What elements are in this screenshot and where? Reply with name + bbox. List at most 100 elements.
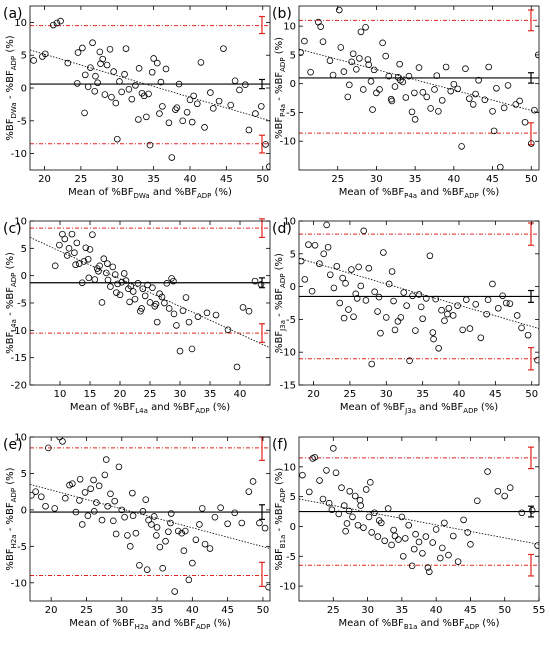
- data-point: [68, 230, 76, 238]
- data-point: [217, 504, 224, 512]
- data-point: [435, 108, 442, 115]
- data-point: [265, 163, 270, 170]
- data-point: [430, 335, 437, 343]
- data-point: [143, 566, 151, 573]
- data-point: [319, 495, 327, 503]
- data-point: [415, 64, 423, 71]
- x-axis-label: Mean of %BFJ3a and %BFADP (%): [340, 402, 498, 415]
- data-point: [346, 487, 354, 495]
- regression-line: [30, 483, 270, 549]
- upper-loa-ci: [528, 446, 534, 470]
- data-point: [477, 334, 485, 342]
- data-point: [102, 269, 110, 277]
- data-point: [512, 101, 520, 108]
- data-point: [236, 86, 243, 94]
- panel-a: 20 25 30 35 40 45 50 -10 -5 0 5 10 Mean of %BFDWa an…: [3, 5, 271, 200]
- data-point: [485, 63, 492, 71]
- x-axis-label: Mean of %BFH2a and %BFADP (%): [69, 618, 231, 631]
- data-point: [454, 302, 461, 309]
- data-point: [411, 116, 419, 123]
- y-tick-label: -10: [280, 137, 296, 148]
- data-point: [377, 519, 385, 527]
- data-point: [86, 246, 94, 253]
- data-point: [121, 70, 128, 78]
- x-tick-label: 40: [430, 605, 443, 616]
- x-axis-label: Mean of %BFL4a and %BFADP (%): [70, 402, 230, 415]
- x-tick-label: 25: [75, 174, 88, 185]
- data-point: [252, 110, 259, 117]
- data-point: [419, 89, 427, 96]
- data-point: [231, 509, 239, 517]
- x-tick-label: 25: [144, 389, 157, 400]
- data-point: [316, 477, 323, 484]
- data-point: [49, 21, 57, 29]
- regression-line: [30, 237, 270, 349]
- data-point: [72, 261, 79, 269]
- x-tick-label: 45: [221, 605, 234, 616]
- y-tick-label: 5: [290, 492, 296, 503]
- data-point: [301, 37, 308, 45]
- data-point: [112, 99, 120, 107]
- data-point: [125, 86, 133, 93]
- data-point: [390, 526, 397, 534]
- data-point: [438, 306, 445, 314]
- data-point: [121, 513, 128, 521]
- data-point: [368, 360, 376, 368]
- data-point: [134, 280, 142, 287]
- data-point: [325, 499, 333, 507]
- x-tick-label: 25: [331, 174, 344, 185]
- data-point: [132, 529, 140, 537]
- mean-ci: [259, 78, 265, 90]
- data-point: [323, 221, 330, 229]
- y-tick-label: 10: [283, 217, 296, 228]
- y-tick-label: 10: [14, 433, 27, 444]
- data-point: [131, 295, 139, 303]
- data-point: [349, 513, 356, 521]
- x-tick-label: 20: [307, 389, 320, 400]
- data-point: [159, 103, 166, 110]
- data-point: [156, 543, 164, 551]
- data-point: [305, 241, 312, 248]
- data-point: [362, 486, 370, 493]
- data-point: [80, 258, 88, 265]
- data-point: [98, 299, 106, 306]
- data-point: [118, 506, 126, 514]
- data-point: [441, 317, 448, 325]
- data-point: [201, 124, 208, 131]
- y-tick-label: -20: [11, 381, 27, 392]
- data-point: [64, 59, 72, 67]
- data-point: [245, 488, 253, 495]
- data-point: [338, 484, 345, 491]
- data-point: [261, 524, 269, 532]
- x-tick-label: 40: [453, 389, 466, 400]
- data-point: [95, 267, 102, 275]
- data-point: [262, 141, 269, 148]
- data-point: [362, 23, 369, 31]
- data-point: [163, 280, 171, 287]
- data-point: [342, 527, 349, 535]
- y-tick-label: -10: [280, 582, 296, 593]
- data-point: [357, 282, 365, 290]
- data-point: [447, 87, 455, 95]
- data-point: [96, 48, 104, 56]
- upper-loa-ci: [259, 218, 265, 238]
- plot-frame: [298, 5, 540, 171]
- data-point: [506, 300, 514, 307]
- data-point: [73, 80, 81, 87]
- data-point: [106, 45, 114, 53]
- data-point: [91, 87, 99, 95]
- data-point: [524, 331, 532, 339]
- data-point: [129, 512, 137, 520]
- data-point: [152, 300, 160, 308]
- data-point: [97, 60, 104, 68]
- data-point: [299, 49, 304, 56]
- data-point: [422, 533, 430, 540]
- x-tick-label: 30: [115, 605, 128, 616]
- data-point: [462, 65, 469, 73]
- data-point: [391, 532, 399, 540]
- plot-frame: [29, 436, 271, 602]
- data-point: [435, 344, 442, 352]
- data-point: [398, 513, 406, 521]
- x-tick-label: 30: [174, 389, 187, 400]
- x-tick-label: 20: [114, 389, 127, 400]
